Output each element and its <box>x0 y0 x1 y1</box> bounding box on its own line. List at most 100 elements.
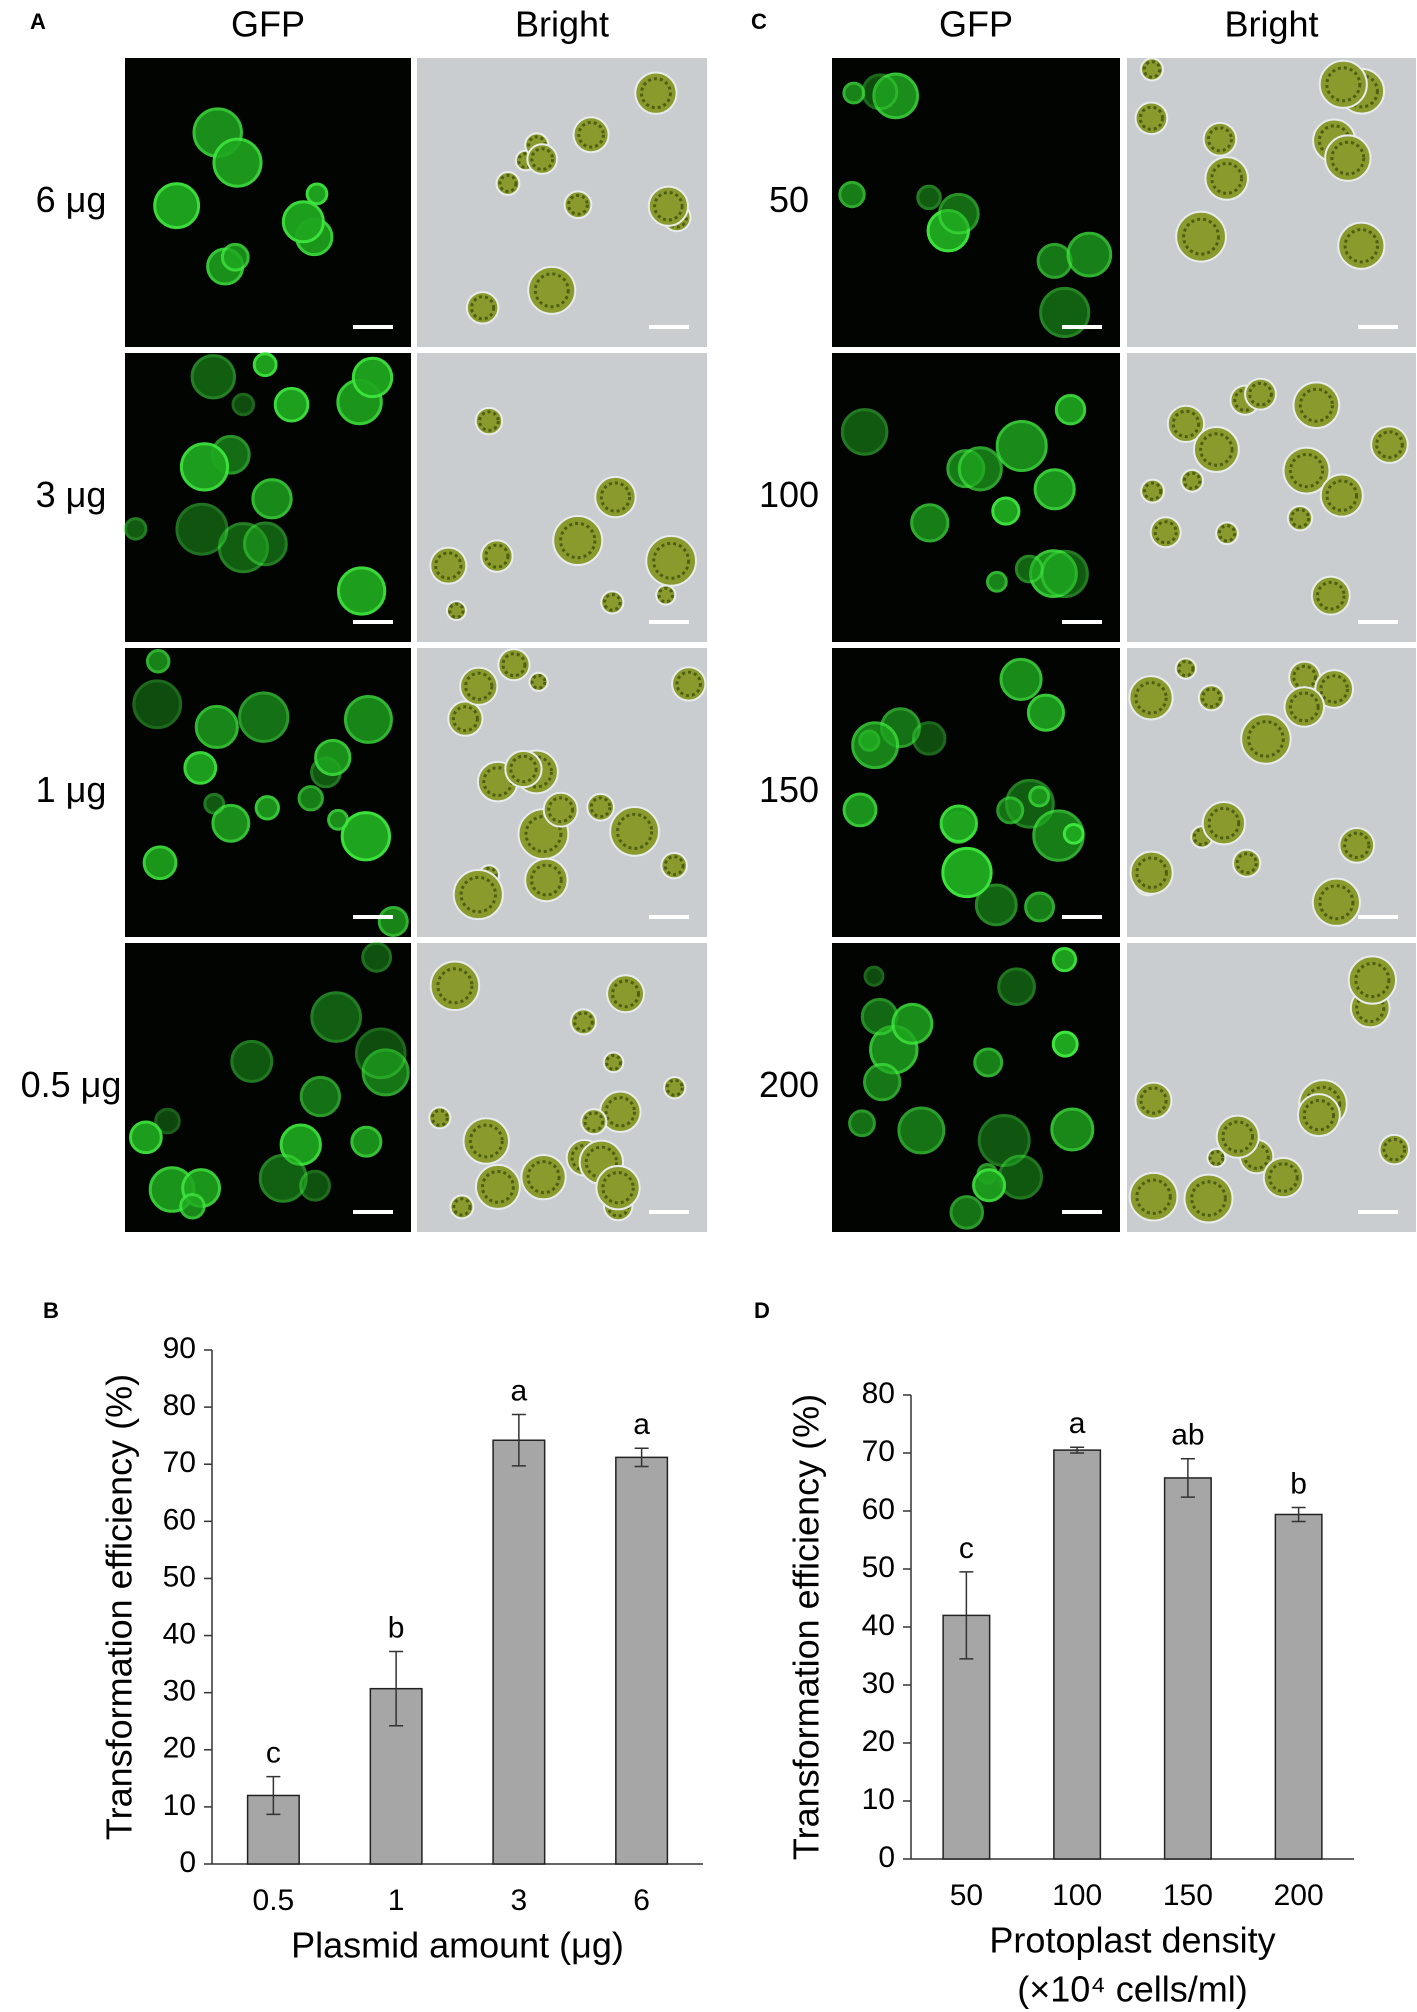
significance-letter: a <box>511 1374 528 1407</box>
cell-gfp <box>860 997 899 1036</box>
cell-chloro <box>464 671 494 701</box>
cell-gfp <box>997 1154 1043 1200</box>
y-tick-label: 30 <box>163 1675 196 1708</box>
cell-chloro <box>1247 720 1285 758</box>
cell-gfp <box>254 795 280 821</box>
cell-gfp <box>314 738 352 777</box>
y-tick-label: 50 <box>862 1551 895 1584</box>
cell-gfp <box>132 679 183 730</box>
cell-chloro <box>1190 1180 1227 1217</box>
cell-chloro <box>639 77 672 110</box>
cell-gfp <box>129 1120 163 1155</box>
cell-gfp <box>231 392 255 417</box>
cell-chloro <box>1208 1150 1225 1166</box>
cell-chloro <box>1330 140 1366 176</box>
cell-chloro <box>577 120 605 149</box>
micrograph <box>1127 57 1416 347</box>
cell-gfp <box>350 1125 383 1158</box>
micrograph <box>125 941 411 1232</box>
cell-gfp <box>974 883 1018 927</box>
x-axis-title: Protoplast density <box>989 1920 1275 1961</box>
cell-chloro <box>1289 508 1311 529</box>
cell-gfp <box>972 1168 1007 1203</box>
cell-gfp <box>238 691 290 743</box>
micrograph <box>832 943 1120 1232</box>
cell-chloro <box>1355 992 1386 1024</box>
cell-gfp <box>183 751 218 785</box>
cell-gfp <box>142 845 178 881</box>
panel-letter: D <box>754 1298 770 1323</box>
cell-chloro <box>1382 1137 1407 1162</box>
cell-gfp <box>863 965 885 987</box>
cell-chloro <box>547 796 575 824</box>
cell-chloro <box>1171 409 1201 439</box>
row-label: 100 <box>759 474 819 515</box>
cell-gfp <box>1039 286 1091 339</box>
cell-bright <box>595 1165 641 1211</box>
x-tick-label: 1 <box>388 1884 405 1917</box>
cell-chloro <box>1302 1098 1336 1132</box>
row-label: 200 <box>759 1064 819 1105</box>
error-bar <box>266 1775 281 1816</box>
cell-gfp <box>327 808 349 831</box>
cell-gfp <box>891 1002 934 1045</box>
significance-letter: a <box>633 1408 650 1441</box>
cell-chloro <box>573 1011 594 1033</box>
cell-chloro <box>1325 479 1359 512</box>
cell-chloro <box>589 796 612 819</box>
bar <box>1163 1477 1212 1860</box>
cell-chloro <box>480 866 498 884</box>
cell-gfp <box>851 721 900 770</box>
cell-gfp <box>211 803 251 843</box>
y-tick-label: 60 <box>862 1493 895 1526</box>
cell-chloro <box>675 670 702 698</box>
cell-gfp <box>1040 549 1089 599</box>
cell-chloro <box>567 193 589 216</box>
cell-gfp <box>299 1169 331 1202</box>
x-tick-label: 3 <box>511 1884 528 1917</box>
column-header: Bright <box>515 4 609 45</box>
cell-gfp <box>842 81 866 105</box>
cell-chloro <box>663 855 685 877</box>
cell-gfp <box>848 1109 876 1138</box>
error-bar <box>1070 1446 1085 1454</box>
y-tick-label: 0 <box>179 1846 196 1879</box>
cell-chloro <box>530 863 563 897</box>
cell-chloro <box>616 812 654 850</box>
y-axis-title: Transformation efficiency (%) <box>786 1394 827 1860</box>
cell-gfp <box>863 1062 902 1102</box>
panel-letter: C <box>751 9 767 34</box>
cell-chloro <box>470 295 496 321</box>
cell-gfp <box>911 721 947 756</box>
cell-chloro <box>1235 852 1258 875</box>
cell-bright <box>524 857 569 903</box>
significance-letter: b <box>1290 1467 1307 1500</box>
cell-gfp <box>243 521 288 567</box>
cell-bright <box>1180 468 1205 493</box>
cell-gfp <box>299 1075 342 1118</box>
cell-chloro <box>1135 856 1168 889</box>
cell-chloro <box>653 190 684 222</box>
row-label: 3 μg <box>36 474 107 515</box>
cell-gfp <box>949 1195 985 1230</box>
cell-chloro <box>1217 524 1237 543</box>
cell-gfp <box>258 1153 308 1203</box>
cell-bright <box>1204 156 1249 201</box>
cell-gfp <box>175 502 229 556</box>
cell-chloro <box>559 521 597 560</box>
cell-gfp <box>1033 468 1076 511</box>
micrograph <box>832 353 1120 642</box>
micrograph <box>1127 648 1416 937</box>
error-bar <box>1291 1506 1306 1523</box>
cell-gfp <box>153 182 201 230</box>
cell-gfp <box>1054 393 1087 426</box>
cell-gfp <box>361 941 393 973</box>
cell-bright <box>1128 675 1174 721</box>
cell-gfp <box>361 1048 410 1097</box>
error-bar <box>634 1447 649 1468</box>
cell-gfp <box>842 792 878 828</box>
cell-chloro <box>652 541 691 580</box>
cell-chloro <box>526 1160 561 1195</box>
y-tick-label: 60 <box>163 1503 196 1536</box>
cell-gfp <box>861 73 899 111</box>
